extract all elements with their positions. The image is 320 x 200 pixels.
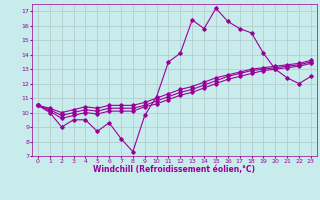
X-axis label: Windchill (Refroidissement éolien,°C): Windchill (Refroidissement éolien,°C): [93, 165, 255, 174]
